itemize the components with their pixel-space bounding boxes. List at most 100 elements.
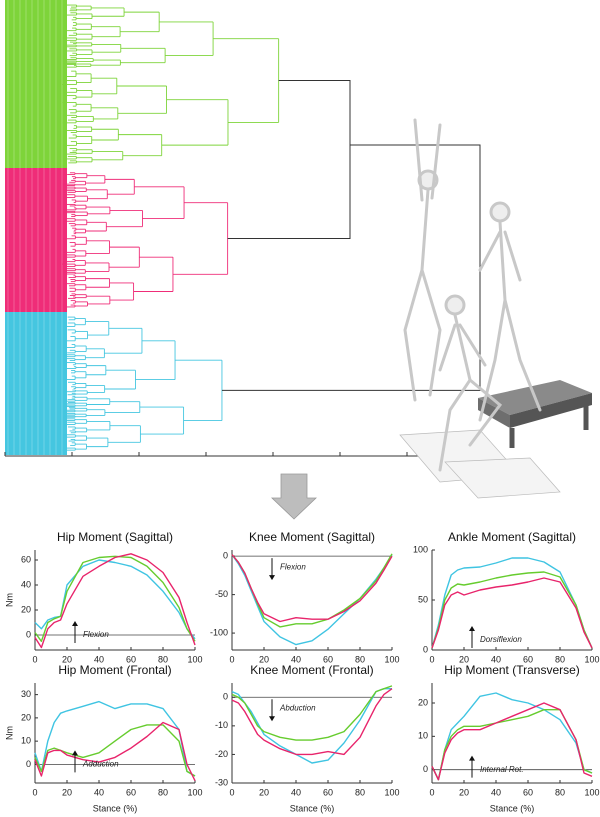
y-tick-label: 10: [418, 731, 428, 741]
series-line: [431, 571, 593, 649]
series-line: [34, 559, 196, 640]
chart-title: Hip Moment (Frontal): [58, 663, 171, 677]
y-axis-label: Nm: [4, 593, 14, 607]
chart-title: Ankle Moment (Sagittal): [448, 530, 576, 544]
x-tick-label: 20: [62, 654, 72, 664]
y-tick-label: 20: [21, 712, 31, 722]
x-tick-label: 20: [259, 654, 269, 664]
chart-title: Knee Moment (Sagittal): [249, 530, 375, 544]
x-tick-label: 60: [523, 787, 533, 797]
x-axis-label: Stance (%): [290, 803, 335, 813]
force-plate: [444, 457, 561, 499]
x-tick-label: 40: [291, 787, 301, 797]
skeleton: [403, 118, 542, 472]
x-tick-label: 20: [259, 787, 269, 797]
y-axis-label: Nm: [4, 726, 14, 740]
x-tick-label: 80: [355, 787, 365, 797]
x-tick-label: 20: [459, 654, 469, 664]
series-line: [231, 685, 393, 741]
x-tick-label: 60: [323, 787, 333, 797]
skull: [444, 294, 466, 316]
x-tick-label: 100: [384, 787, 399, 797]
x-tick-label: 0: [32, 787, 37, 797]
y-tick-label: -50: [215, 589, 228, 599]
chart-title: Hip Moment (Transverse): [444, 663, 580, 677]
y-tick-label: 50: [418, 594, 428, 604]
root-branch: [221, 80, 481, 391]
annotation-arrowhead: [72, 750, 78, 756]
y-tick-label: 60: [21, 554, 31, 564]
series-line: [231, 553, 393, 628]
y-tick-label: 0: [223, 692, 228, 702]
y-tick-label: -30: [215, 777, 228, 787]
series-line: [431, 702, 593, 781]
series-line: [231, 688, 393, 756]
series-line: [431, 557, 593, 649]
x-axis-label: Stance (%): [93, 803, 138, 813]
x-tick-label: 40: [291, 654, 301, 664]
x-tick-label: 100: [187, 654, 202, 664]
y-tick-label: -10: [215, 720, 228, 730]
y-tick-label: 0: [26, 629, 31, 639]
bones: [478, 220, 542, 422]
y-tick-label: -100: [210, 627, 228, 637]
y-tick-label: 0: [26, 759, 31, 769]
skeleton-illustration: [399, 118, 592, 499]
series-line: [231, 688, 392, 764]
annotation-arrowhead: [469, 755, 475, 761]
series-line: [34, 700, 196, 777]
dendrogram: [4, 0, 481, 457]
x-tick-label: 100: [384, 654, 399, 664]
y-tick-label: 0: [223, 551, 228, 561]
series-line: [34, 721, 196, 782]
annotation-arrowhead: [269, 575, 275, 581]
annotation-arrowhead: [269, 716, 275, 722]
x-tick-label: 0: [32, 654, 37, 664]
x-tick-label: 100: [187, 787, 202, 797]
annotation: Flexion: [83, 630, 109, 639]
x-tick-label: 60: [523, 654, 533, 664]
x-tick-label: 60: [126, 654, 136, 664]
x-tick-label: 100: [584, 654, 599, 664]
y-tick-label: -20: [215, 749, 228, 759]
y-tick-label: 20: [418, 697, 428, 707]
x-tick-label: 40: [491, 787, 501, 797]
x-tick-label: 40: [491, 654, 501, 664]
x-tick-label: 80: [158, 787, 168, 797]
series-line: [431, 577, 593, 649]
annotation: Internal Rot.: [480, 765, 524, 774]
x-tick-label: 0: [429, 654, 434, 664]
chart-title: Hip Moment (Sagittal): [57, 530, 173, 544]
chart-title: Knee Moment (Frontal): [250, 663, 373, 677]
leaf-block: [5, 168, 67, 312]
series-line: [34, 724, 196, 777]
x-tick-label: 0: [229, 654, 234, 664]
series-line: [34, 553, 196, 649]
annotation: Abduction: [279, 703, 316, 712]
x-tick-label: 80: [555, 787, 565, 797]
x-tick-label: 20: [459, 787, 469, 797]
x-tick-label: 20: [62, 787, 72, 797]
x-tick-label: 40: [94, 787, 104, 797]
x-tick-label: 60: [323, 654, 333, 664]
x-tick-label: 0: [429, 787, 434, 797]
bones: [403, 118, 442, 402]
y-tick-label: 0: [423, 644, 428, 654]
x-tick-label: 0: [229, 787, 234, 797]
flow-arrow: [271, 473, 317, 520]
x-tick-label: 80: [158, 654, 168, 664]
leaf-block: [5, 0, 67, 168]
series-line: [231, 554, 393, 623]
y-tick-label: 30: [21, 689, 31, 699]
y-tick-label: 0: [423, 764, 428, 774]
series-line: [34, 555, 196, 642]
skull: [489, 201, 511, 223]
annotation: Adduction: [82, 760, 119, 769]
x-axis-label: Stance (%): [490, 803, 535, 813]
series-line: [231, 554, 393, 646]
y-tick-label: 10: [21, 736, 31, 746]
bones: [438, 313, 503, 472]
annotation: Flexion: [280, 562, 306, 571]
